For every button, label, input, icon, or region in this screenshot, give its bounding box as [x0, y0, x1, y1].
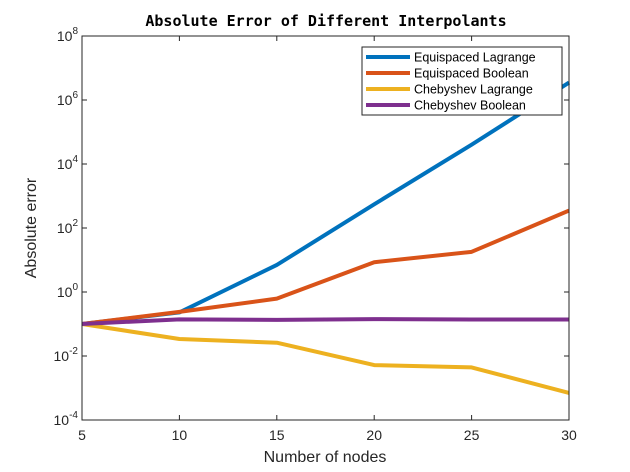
y-tick-label: 10-4: [54, 410, 79, 428]
y-tick-label: 102: [57, 218, 79, 236]
series-line-4: [81, 317, 569, 326]
y-axis-label: Absolute error: [23, 177, 40, 278]
x-tick-label: 25: [464, 427, 480, 443]
series-line-3: [81, 322, 570, 395]
x-tick-label: 15: [269, 427, 285, 443]
y-tick-label: 10-2: [54, 346, 79, 364]
legend-label: Chebyshev Lagrange: [414, 83, 533, 97]
series-layer: [81, 80, 571, 395]
legend-label: Equispaced Boolean: [414, 67, 529, 81]
y-tick-label: 108: [57, 26, 79, 44]
legend-label: Chebyshev Boolean: [414, 99, 526, 113]
y-tick-label: 104: [57, 154, 79, 172]
y-tick-label: 106: [57, 90, 79, 108]
ticks-layer: 5 10 15 20 25 30 10-4 10-2 100 102 104 106 108: [54, 26, 577, 443]
y-tick-label: 100: [57, 282, 79, 300]
x-tick-label: 10: [172, 427, 188, 443]
x-tick-label: 30: [561, 427, 577, 443]
legend: Equispaced Lagrange Equispaced Boolean Che…: [361, 46, 563, 116]
series-line-2: [81, 208, 570, 326]
legend-label: Equispaced Lagrange: [414, 51, 536, 65]
x-tick-label: 5: [78, 427, 86, 443]
chart-title: Absolute Error of Different Interpolants: [145, 12, 506, 30]
x-axis-label: Number of nodes: [264, 449, 387, 466]
x-tick-label: 20: [366, 427, 382, 443]
